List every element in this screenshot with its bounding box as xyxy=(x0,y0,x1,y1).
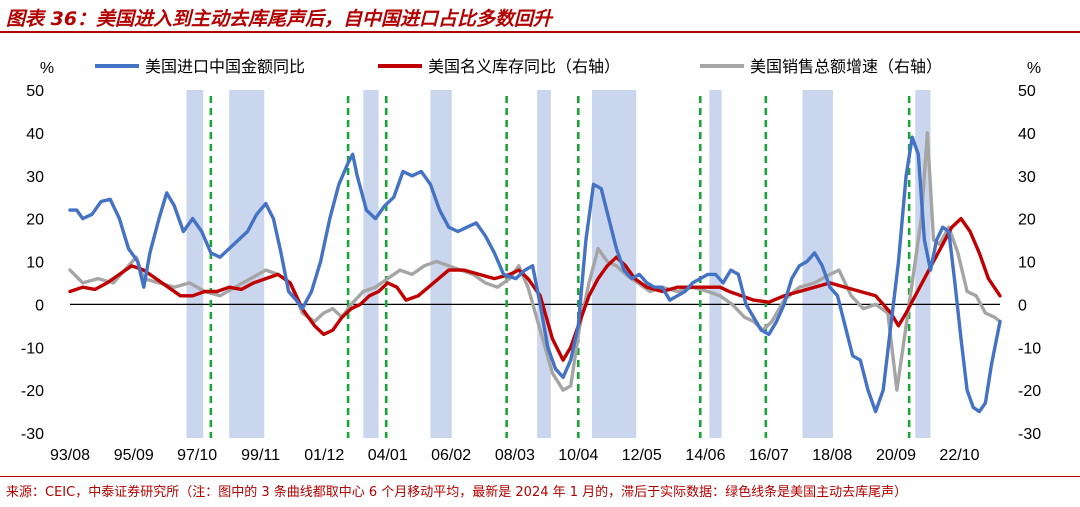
right-axis-tick-label: 50 xyxy=(1018,83,1036,100)
series-line xyxy=(68,135,1002,414)
x-axis-tick-label: 04/01 xyxy=(368,447,408,464)
x-axis-tick-label: 22/10 xyxy=(939,447,979,464)
left-axis-tick-label: 0 xyxy=(35,297,44,314)
shaded-period xyxy=(709,90,722,438)
right-axis-tick-label: -10 xyxy=(1018,340,1041,357)
legend: 美国进口中国金额同比 美国名义库存同比（右轴） 美国销售总额增速（右轴） xyxy=(95,57,942,76)
series-line xyxy=(68,131,1002,392)
axes: % % 50 40 30 20 10 0 -10 -20 -30 50 40 30 20 10 0 -10 -20 -… xyxy=(21,60,1041,464)
x-axis-tick-label: 95/09 xyxy=(114,447,154,464)
x-axis-tick-label: 18/08 xyxy=(812,447,852,464)
x-axis-tick-label: 08/03 xyxy=(495,447,535,464)
right-axis-unit: % xyxy=(1027,60,1041,77)
x-axis-tick-label: 10/04 xyxy=(558,447,598,464)
left-axis-tick-label: 40 xyxy=(26,126,44,143)
left-axis-tick-label: 10 xyxy=(26,255,44,272)
x-axis-tick-label: 12/05 xyxy=(622,447,662,464)
right-axis-tick-label: 30 xyxy=(1018,169,1036,186)
left-axis-tick-label: -20 xyxy=(21,383,44,400)
left-axis-tick-label: -10 xyxy=(21,340,44,357)
source-note: 来源：CEIC，中泰证券研究所（注：图中的 3 条曲线都取中心 6 个月移动平均… xyxy=(6,485,908,500)
shaded-period xyxy=(802,90,833,438)
series-lines xyxy=(68,131,1002,414)
legend-label: 美国名义库存同比（右轴） xyxy=(428,57,620,76)
series-line xyxy=(68,216,1002,362)
left-axis-tick-label: 30 xyxy=(26,169,44,186)
shaded-period xyxy=(537,90,551,438)
x-axis-tick-label: 93/08 xyxy=(50,447,90,464)
right-axis-tick-label: 0 xyxy=(1018,297,1027,314)
right-axis-tick-label: 20 xyxy=(1018,212,1036,229)
x-axis-tick-label: 97/10 xyxy=(177,447,217,464)
left-axis-tick-label: -30 xyxy=(21,426,44,443)
source-divider xyxy=(0,476,1080,477)
chart: % % 50 40 30 20 10 0 -10 -20 -30 50 40 30 20 10 0 -10 -20 -… xyxy=(21,57,1041,464)
x-axis-tick-label: 99/11 xyxy=(241,447,280,464)
left-axis-unit: % xyxy=(40,60,54,77)
x-axis-tick-label: 20/09 xyxy=(876,447,916,464)
right-axis-tick-label: 10 xyxy=(1018,255,1036,272)
legend-label: 美国进口中国金额同比 xyxy=(145,57,305,76)
x-axis-tick-label: 06/02 xyxy=(431,447,471,464)
right-axis-tick-label: 40 xyxy=(1018,126,1036,143)
legend-label: 美国销售总额增速（右轴） xyxy=(750,57,942,76)
shaded-periods xyxy=(186,90,931,438)
shaded-period xyxy=(186,90,204,438)
x-axis-tick-label: 16/07 xyxy=(749,447,789,464)
chart-title: 图表 36：美国进入到主动去库尾声后，自中国进口占比多数回升 xyxy=(6,8,553,30)
x-axis-tick-label: 01/12 xyxy=(304,447,344,464)
destocking-end-markers xyxy=(209,96,911,438)
shaded-period xyxy=(363,90,379,438)
left-axis-tick-label: 20 xyxy=(26,212,44,229)
right-axis-tick-label: -30 xyxy=(1018,426,1041,443)
right-axis-tick-label: -20 xyxy=(1018,383,1041,400)
shaded-period xyxy=(229,90,265,438)
left-axis-tick-label: 50 xyxy=(26,83,44,100)
title-divider xyxy=(0,31,1080,33)
x-axis-tick-label: 14/06 xyxy=(685,447,725,464)
